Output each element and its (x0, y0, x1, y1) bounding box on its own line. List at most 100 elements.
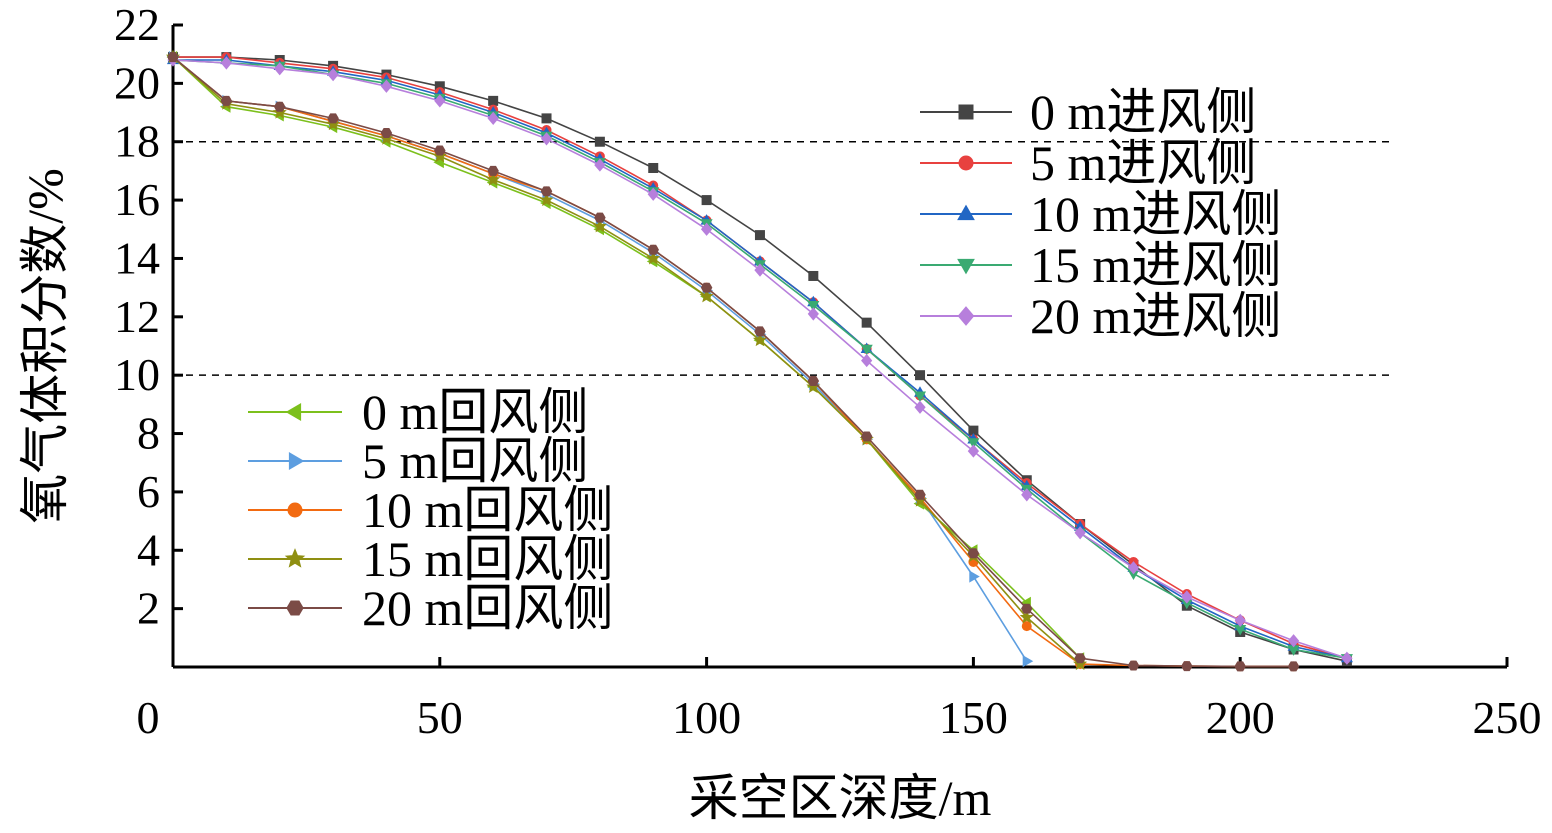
data-point (220, 56, 232, 70)
x-tick-label: 150 (939, 692, 1008, 743)
y-axis-title: 氧气体积分数/% (17, 168, 73, 524)
data-point (380, 79, 393, 93)
axis-ticks: 0 50 100 150 200 250 2 4 6 8 10 12 14 16 18 20 22 (114, 0, 1542, 743)
legend-item: 15 m回风侧 (248, 531, 613, 587)
data-point (487, 111, 499, 125)
series-8 (165, 49, 1088, 671)
data-point (1022, 655, 1034, 668)
data-point (432, 148, 447, 163)
y-tick-label: 10 (114, 349, 160, 400)
data-point (647, 244, 659, 255)
data-point (1234, 613, 1246, 627)
data-point (434, 145, 446, 156)
legend-label: 0 m进风侧 (1030, 84, 1256, 140)
legend-label: 20 m回风侧 (362, 580, 613, 636)
data-point (327, 68, 339, 82)
legend-swatch-marker (284, 548, 306, 568)
data-point (914, 400, 926, 414)
y-tick-label: 6 (137, 466, 160, 517)
data-point (274, 62, 286, 76)
data-point (648, 162, 659, 173)
legend-item: 10 m回风侧 (248, 482, 613, 538)
data-point (860, 344, 873, 356)
data-point (807, 376, 820, 386)
data-point (808, 270, 819, 281)
data-point (220, 95, 233, 106)
data-point (1074, 526, 1086, 540)
data-point (969, 570, 980, 583)
y-tick-label: 14 (114, 232, 160, 283)
data-point (326, 116, 341, 131)
data-point (1021, 603, 1033, 614)
legend-item: 15 m进风侧 (920, 237, 1281, 293)
data-point (167, 52, 179, 63)
data-point (273, 101, 286, 112)
data-point (592, 218, 607, 233)
data-point (754, 263, 766, 277)
legend-label: 0 m回风侧 (362, 384, 588, 440)
series-9 (167, 52, 1300, 672)
data-point (327, 113, 339, 124)
data-point (861, 353, 873, 368)
legend-label: 10 m进风侧 (1030, 186, 1281, 242)
x-tick-label: 100 (672, 692, 741, 743)
legend-item: 20 m进风侧 (920, 288, 1281, 344)
x-tick-label: 0 (137, 692, 160, 743)
data-point (539, 192, 554, 207)
data-point (1234, 661, 1246, 672)
x-tick-label: 250 (1473, 692, 1542, 743)
data-point (754, 326, 766, 337)
data-point (540, 186, 553, 197)
legend-item: 0 m回风侧 (248, 384, 588, 440)
data-point (1021, 621, 1032, 632)
y-tick-label: 16 (114, 174, 160, 225)
data-point (807, 307, 819, 321)
data-point (1287, 634, 1300, 648)
legend-item: 20 m回风侧 (248, 580, 613, 636)
legend-label: 10 m回风侧 (362, 482, 613, 538)
x-tick-label: 50 (417, 692, 463, 743)
legend-swatch-marker (286, 600, 304, 616)
legend-label: 20 m进风侧 (1030, 288, 1281, 344)
data-point (486, 172, 501, 186)
data-point (914, 391, 927, 403)
data-point (1127, 561, 1140, 575)
data-point (487, 165, 499, 176)
y-tick-label: 8 (137, 408, 160, 459)
data-point (754, 230, 765, 241)
data-point (752, 332, 767, 347)
legend-item: 10 m进风侧 (920, 186, 1281, 242)
series-5 (166, 51, 1085, 665)
data-point (1073, 656, 1088, 671)
data-point (914, 489, 926, 500)
legend-swatch-marker (287, 502, 303, 518)
y-tick-label: 2 (137, 583, 160, 634)
legend-swatch-marker (285, 403, 302, 421)
y-tick-label: 12 (114, 291, 160, 342)
data-point (379, 131, 394, 145)
data-point (1127, 660, 1140, 671)
legend-swatch-marker (288, 452, 305, 470)
data-point (1341, 651, 1353, 665)
data-point (699, 288, 714, 303)
reference-lines (173, 140, 1392, 376)
data-point (860, 431, 873, 442)
legend-label: 5 m进风侧 (1030, 135, 1256, 191)
data-point (700, 222, 713, 236)
data-point (380, 128, 393, 138)
series-layer (165, 49, 1353, 672)
x-axis-title: 采空区深度/m (689, 770, 992, 826)
series-line (172, 56, 1081, 665)
legend-swatch-marker (957, 258, 975, 275)
data-point (967, 444, 980, 458)
legend-label: 15 m回风侧 (362, 531, 613, 587)
y-tick-label: 18 (114, 116, 160, 167)
data-point (1019, 609, 1034, 624)
data-point (1181, 590, 1193, 604)
data-point (434, 94, 446, 108)
y-tick-label: 20 (114, 57, 160, 108)
